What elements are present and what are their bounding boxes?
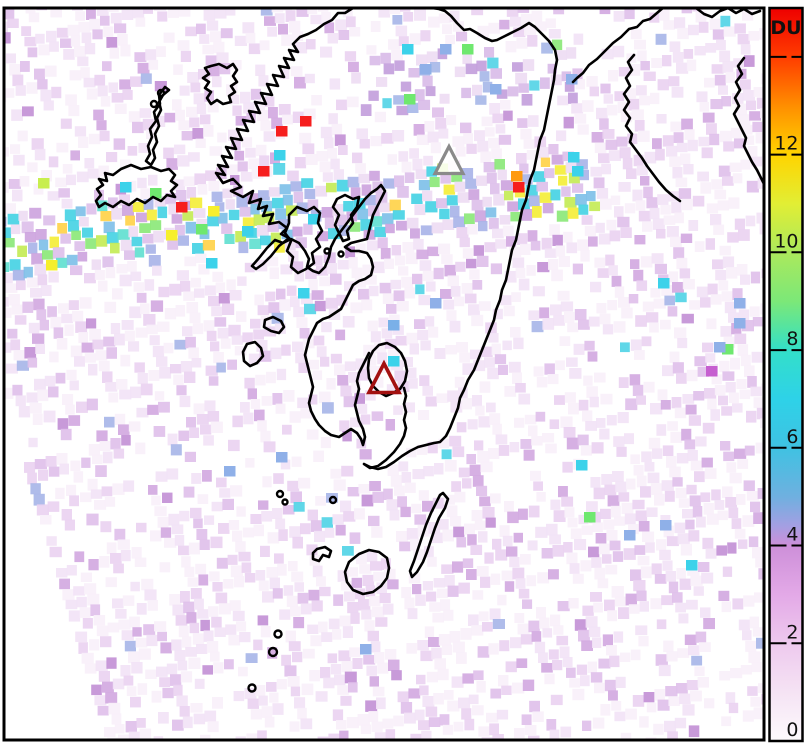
colorbar-tick-label: 2 <box>786 621 798 643</box>
coastline-koshikijima-north <box>262 315 286 335</box>
islet <box>323 247 331 255</box>
coastline-honshu-coast-ne <box>571 8 665 84</box>
colorbar-tick-label: 10 <box>774 230 798 252</box>
coastline-shikoku-coast-mid <box>622 53 682 203</box>
colorbar-boundary-lines <box>769 55 803 645</box>
colorbar: 0 2 4 6 8 10 12 DU <box>768 6 804 743</box>
plume-pixels-layer <box>38 44 746 655</box>
islet <box>273 629 283 639</box>
coastline-kyushu-west-coast <box>214 8 387 447</box>
islet <box>281 498 289 506</box>
coastline-kitamatsuura-goto <box>94 163 179 209</box>
colorbar-tick-label: 6 <box>786 426 798 448</box>
colorbar-gradient <box>768 6 804 743</box>
islet <box>328 495 338 505</box>
coastline-yakushima-island <box>343 548 391 596</box>
islet <box>156 88 166 98</box>
coastline-koshikijima-south <box>241 340 265 368</box>
map-frame <box>2 6 766 742</box>
colorbar-tick-label: 12 <box>774 133 798 155</box>
coastline-sakurajima-island <box>366 341 409 398</box>
coastline-amakusa-shimoshima <box>283 205 324 275</box>
islet <box>337 250 345 258</box>
islet <box>247 683 257 693</box>
colorbar-tick-labels: 0 2 4 6 8 10 12 <box>774 133 798 741</box>
coastline-hirado-island <box>144 85 171 167</box>
volcano-marker-gray <box>432 143 466 176</box>
volcano-markers-layer <box>366 143 466 395</box>
coastline-kuchinoerabujima <box>311 545 333 563</box>
colorbar-tick-label: 4 <box>786 524 798 546</box>
islet <box>149 99 159 109</box>
coastline-kyushu-east-coast <box>362 8 559 471</box>
islet <box>275 489 285 499</box>
volcano-marker-red <box>366 359 402 395</box>
coastline-shikoku-coast-right <box>732 56 764 187</box>
islet <box>267 646 279 658</box>
colorbar-unit-label: DU <box>770 17 801 39</box>
coastline-honshu-coast-top-right <box>694 8 762 19</box>
coastline-iki-island <box>201 62 239 106</box>
coastline-tanegashima-island <box>408 491 450 579</box>
coastline-amakusa-kamishima <box>331 193 361 243</box>
colorbar-tick-label: 8 <box>786 328 798 350</box>
coastline-layer <box>94 8 764 693</box>
colorbar-tick-label: 0 <box>786 719 798 741</box>
